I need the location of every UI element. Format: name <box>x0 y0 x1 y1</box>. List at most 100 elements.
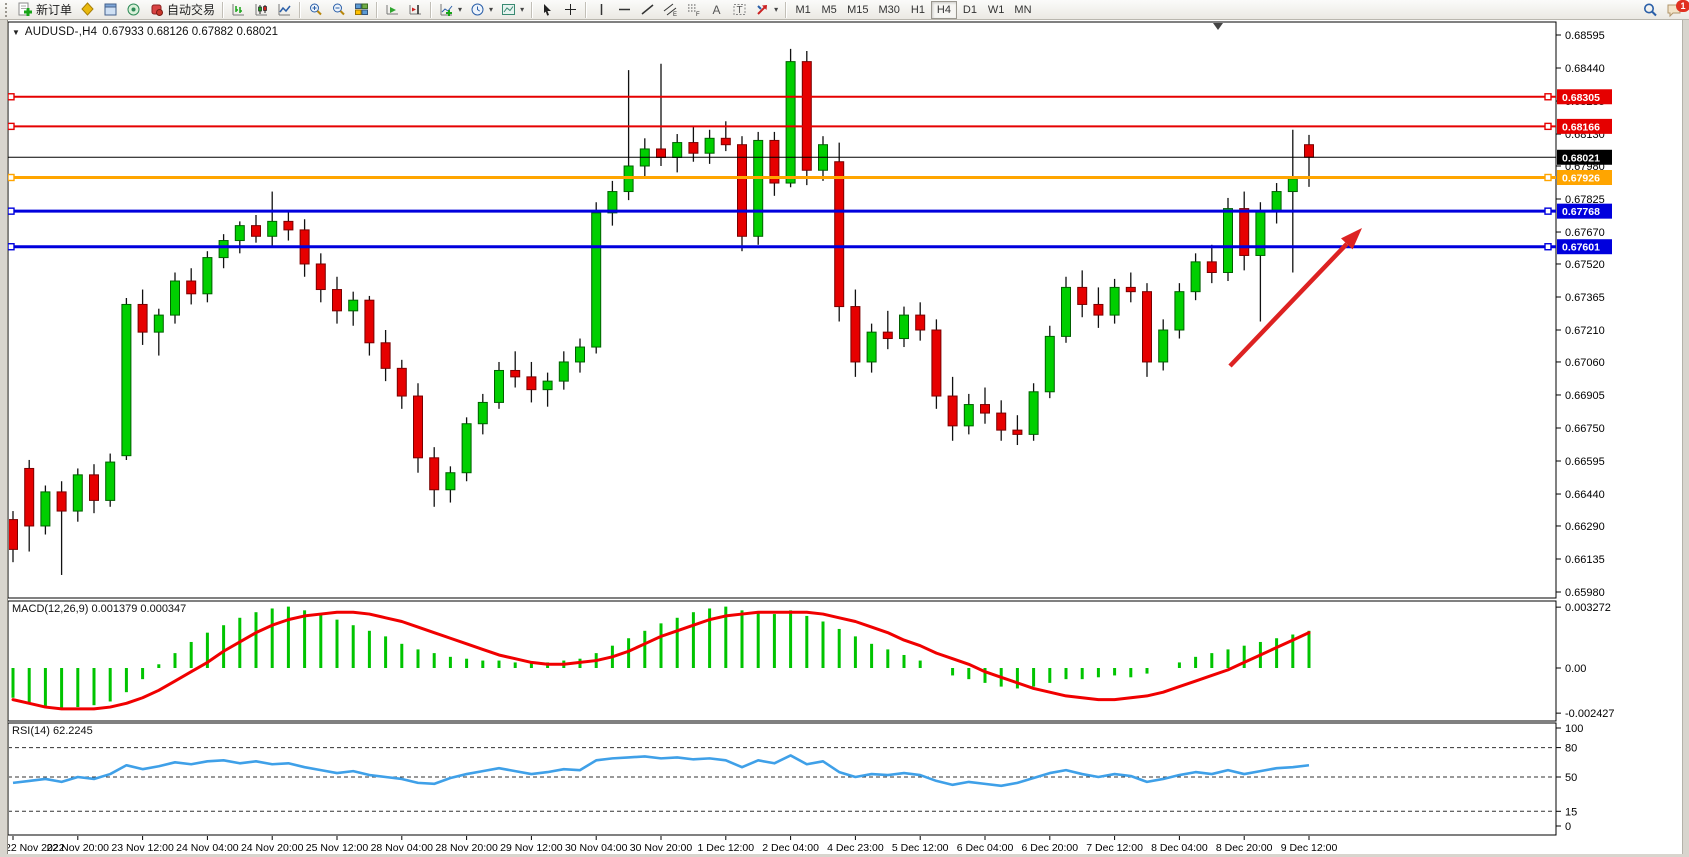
timeframe-H4[interactable]: H4 <box>930 0 957 19</box>
candle[interactable] <box>1077 286 1088 305</box>
candle[interactable] <box>202 257 213 295</box>
candle[interactable] <box>947 395 958 427</box>
chart-shift-button[interactable] <box>404 1 427 19</box>
candle[interactable] <box>429 457 440 491</box>
candle[interactable] <box>315 263 326 291</box>
candle[interactable] <box>1028 391 1039 435</box>
zoom-in-button[interactable] <box>304 1 327 19</box>
arrows-tool[interactable]: ▾ <box>751 1 782 19</box>
auto-scroll-button[interactable] <box>381 1 404 19</box>
line-anchor[interactable] <box>7 243 15 251</box>
line-chart-button[interactable] <box>273 1 296 19</box>
candle[interactable] <box>915 314 926 331</box>
equidistant-channel-tool[interactable]: E <box>659 1 682 19</box>
candle[interactable] <box>40 491 51 527</box>
rsi-panel[interactable] <box>7 722 1557 836</box>
candle[interactable] <box>1012 429 1023 435</box>
candle[interactable] <box>931 329 942 397</box>
candle[interactable] <box>89 474 99 501</box>
candle[interactable] <box>963 404 974 427</box>
toolbar-grip[interactable] <box>5 2 11 17</box>
crosshair-tool-button[interactable] <box>559 1 582 19</box>
timeframe-D1[interactable]: D1 <box>957 1 983 19</box>
candle[interactable] <box>1093 303 1104 316</box>
candle[interactable] <box>234 225 245 242</box>
candle[interactable] <box>1239 208 1250 256</box>
candle[interactable] <box>56 491 67 512</box>
candle[interactable] <box>656 148 666 158</box>
candle[interactable] <box>283 220 294 231</box>
tile-windows-button[interactable] <box>350 1 373 19</box>
text-label-tool[interactable]: T <box>728 1 751 19</box>
candle[interactable] <box>607 191 618 214</box>
line-anchor[interactable] <box>1544 207 1552 215</box>
zoom-out-button[interactable] <box>327 1 350 19</box>
cursor-tool-button[interactable] <box>536 1 559 19</box>
timeframe-W1[interactable]: W1 <box>983 1 1010 19</box>
candle[interactable] <box>785 61 796 184</box>
candle[interactable] <box>186 280 197 295</box>
templates-button[interactable]: ▾ <box>497 1 528 19</box>
trend-arrow[interactable] <box>1228 242 1349 368</box>
candle[interactable] <box>801 61 812 171</box>
candle[interactable] <box>1044 335 1055 393</box>
candle[interactable] <box>688 142 699 154</box>
notifications-button[interactable]: 1 <box>1662 0 1689 19</box>
candle[interactable] <box>834 161 845 308</box>
line-anchor[interactable] <box>1544 243 1552 251</box>
line-anchor[interactable] <box>1544 122 1552 131</box>
candle[interactable] <box>980 404 990 414</box>
candle[interactable] <box>591 212 602 348</box>
candle[interactable] <box>72 474 83 512</box>
candle[interactable] <box>1255 210 1266 256</box>
trend-arrow-head[interactable] <box>1341 228 1362 250</box>
candle[interactable] <box>526 376 537 391</box>
candle[interactable] <box>575 346 585 363</box>
line-anchor[interactable] <box>7 173 15 182</box>
candle[interactable] <box>866 331 877 363</box>
candle[interactable] <box>850 306 861 363</box>
horizontal-line-tool[interactable] <box>613 1 636 19</box>
candle[interactable] <box>1109 286 1120 316</box>
window-right-edge[interactable] <box>1682 20 1689 857</box>
search-button[interactable] <box>1638 1 1662 19</box>
candle[interactable] <box>899 314 909 340</box>
candle[interactable] <box>396 367 407 397</box>
candle[interactable] <box>218 240 229 259</box>
signals-button[interactable] <box>122 1 145 19</box>
candle[interactable] <box>1158 329 1169 363</box>
line-anchor[interactable] <box>7 207 15 215</box>
candle[interactable] <box>170 280 180 316</box>
candle[interactable] <box>753 139 764 237</box>
timeframe-M30[interactable]: M30 <box>874 1 905 19</box>
candle[interactable] <box>477 401 488 425</box>
macd-panel[interactable] <box>7 600 1557 722</box>
candle[interactable] <box>510 369 521 378</box>
candle[interactable] <box>153 314 164 333</box>
candle[interactable] <box>461 423 472 474</box>
vertical-line-tool[interactable] <box>590 1 613 19</box>
candle[interactable] <box>1271 191 1282 212</box>
candle[interactable] <box>1142 291 1152 363</box>
candle[interactable] <box>1223 208 1233 273</box>
text-tool[interactable]: A <box>705 1 728 19</box>
candle[interactable] <box>24 467 35 527</box>
candlestick-chart-button[interactable] <box>250 1 273 19</box>
candle[interactable] <box>332 289 342 312</box>
line-anchor[interactable] <box>7 122 15 131</box>
candle[interactable] <box>558 361 569 382</box>
trendline-tool[interactable] <box>636 1 659 19</box>
candle[interactable] <box>9 519 18 550</box>
line-anchor[interactable] <box>1544 173 1552 182</box>
candle[interactable] <box>121 303 132 457</box>
main-panel[interactable] <box>7 21 1557 599</box>
candle[interactable] <box>494 369 504 403</box>
market-watch-button[interactable] <box>76 1 99 19</box>
candle[interactable] <box>137 303 148 333</box>
candle[interactable] <box>704 137 715 154</box>
candle[interactable] <box>348 299 359 312</box>
timeframe-MN[interactable]: MN <box>1009 1 1036 19</box>
candle[interactable] <box>1287 178 1298 193</box>
